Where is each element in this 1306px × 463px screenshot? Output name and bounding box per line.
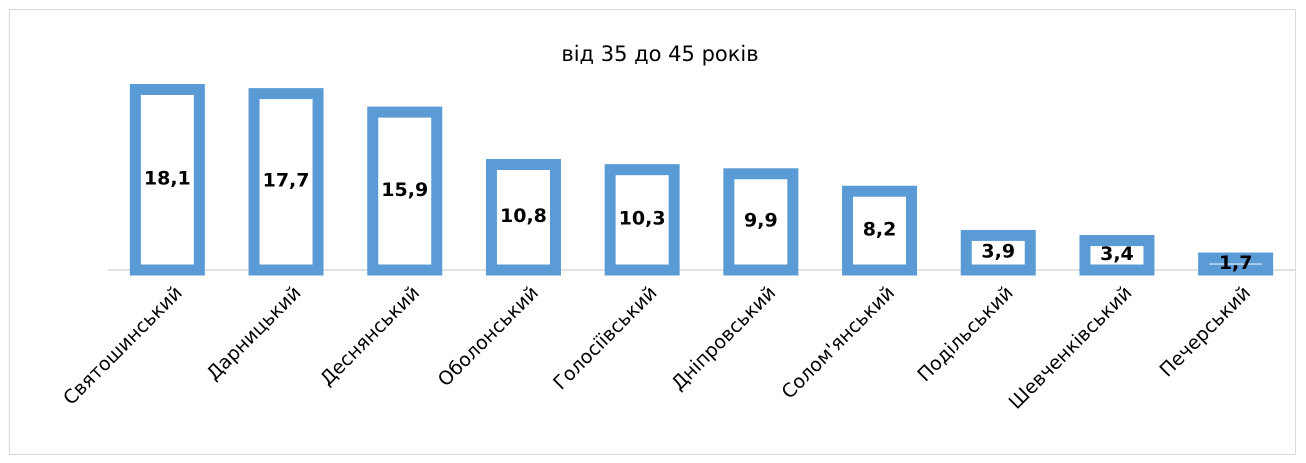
data-label: 1,7 — [1219, 252, 1253, 274]
chart-title: від 35 до 45 років — [561, 42, 758, 66]
data-label: 10,3 — [619, 208, 666, 230]
data-label: 8,2 — [863, 218, 897, 240]
data-label: 10,8 — [500, 205, 547, 227]
data-label: 3,9 — [981, 240, 1015, 262]
bar — [842, 185, 918, 276]
bar — [1198, 252, 1274, 276]
bar — [960, 229, 1036, 276]
data-label: 15,9 — [381, 179, 428, 201]
bar — [129, 84, 205, 276]
bar — [485, 159, 561, 276]
bar — [1079, 235, 1155, 276]
data-label: 3,4 — [1100, 243, 1134, 265]
data-label: 17,7 — [263, 170, 310, 192]
data-label: 9,9 — [744, 210, 778, 232]
data-label: 18,1 — [144, 168, 191, 190]
bar — [367, 106, 443, 276]
bar — [723, 168, 799, 276]
bar — [604, 164, 680, 276]
bar — [248, 88, 324, 276]
